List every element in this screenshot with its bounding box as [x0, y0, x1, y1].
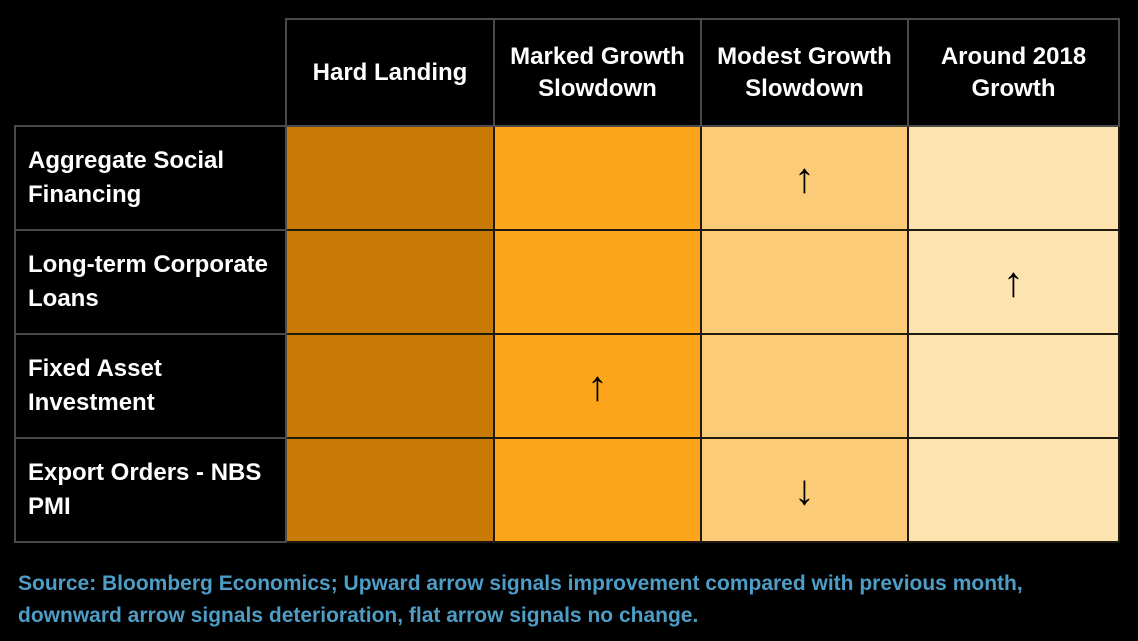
table-row-long-term-corporate-loans: Long-term Corporate Loans ↑ — [14, 229, 1120, 335]
heatmap-cell — [907, 125, 1120, 231]
heatmap-cell — [907, 437, 1120, 543]
table-row-export-orders-nbs-pmi: Export Orders - NBS PMI ↓ — [14, 437, 1120, 543]
heatmap-cell — [493, 229, 702, 335]
row-label: Long-term Corporate Loans — [14, 229, 287, 335]
table-row-aggregate-social-financing: Aggregate Social Financing ↑ — [14, 125, 1120, 231]
heatmap-cell — [493, 437, 702, 543]
column-header-marked-growth-slowdown: Marked Growth Slowdown — [493, 18, 702, 127]
heatmap-cell-up-arrow-icon: ↑ — [493, 333, 702, 439]
row-label: Export Orders - NBS PMI — [14, 437, 287, 543]
row-label: Aggregate Social Financing — [14, 125, 287, 231]
heatmap-cell — [285, 333, 495, 439]
column-header-modest-growth-slowdown: Modest Growth Slowdown — [700, 18, 909, 127]
header-row: Hard Landing Marked Growth Slowdown Mode… — [15, 18, 1120, 127]
corner-cell — [15, 19, 286, 126]
heatmap-cell — [285, 229, 495, 335]
heatmap-cell — [493, 125, 702, 231]
column-header-hard-landing: Hard Landing — [285, 18, 495, 127]
heatmap-cell — [285, 437, 495, 543]
heatmap-cell — [700, 229, 909, 335]
row-label: Fixed Asset Investment — [14, 333, 287, 439]
source-note: Source: Bloomberg Economics; Upward arro… — [18, 572, 1023, 627]
heatmap-cell-down-arrow-icon: ↓ — [700, 437, 909, 543]
column-header-around-2018-growth: Around 2018 Growth — [907, 18, 1120, 127]
table-row-fixed-asset-investment: Fixed Asset Investment ↑ — [14, 333, 1120, 439]
heatmap-cell — [285, 125, 495, 231]
heatmap-cell — [700, 333, 909, 439]
heatmap-cell-up-arrow-icon: ↑ — [700, 125, 909, 231]
heatmap-cell — [907, 333, 1120, 439]
heatmap-cell-up-arrow-icon: ↑ — [907, 229, 1120, 335]
scenario-heatmap-table: Hard Landing Marked Growth Slowdown Mode… — [14, 18, 1120, 543]
